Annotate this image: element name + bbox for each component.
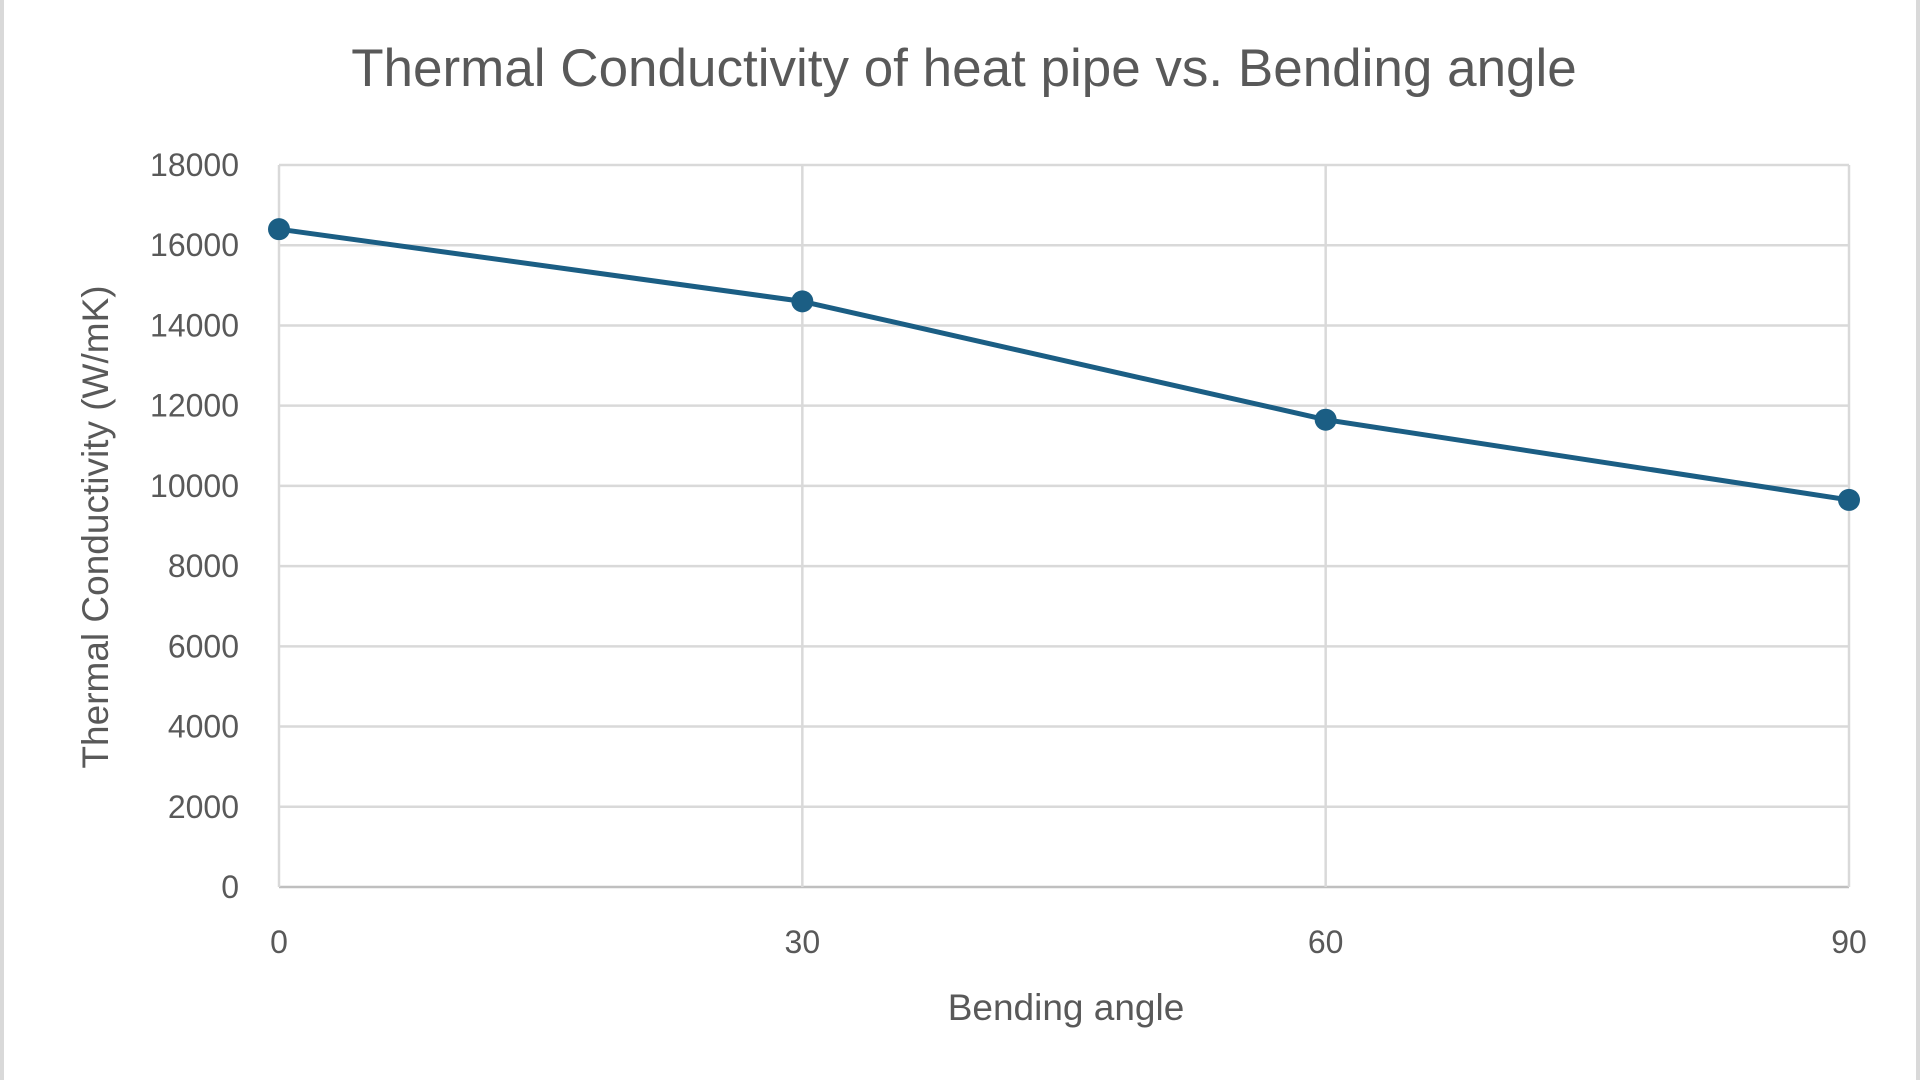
x-tick-label: 30: [785, 924, 821, 960]
chart-title: Thermal Conductivity of heat pipe vs. Be…: [351, 39, 1577, 98]
x-tick-label: 0: [270, 924, 288, 960]
y-tick-label: 0: [221, 869, 239, 905]
data-point[interactable]: [1838, 488, 1860, 511]
y-tick-label: 14000: [150, 307, 239, 343]
y-tick-label: 6000: [168, 628, 239, 664]
x-axis-ticks: 0 30 60 90: [270, 924, 1867, 960]
y-tick-label: 18000: [150, 147, 239, 183]
y-tick-label: 10000: [150, 468, 239, 504]
x-tick-label: 90: [1831, 924, 1867, 960]
series-line: [276, 226, 1852, 503]
y-axis-ticks: 0 2000 4000 6000 8000 10000 12000 14000 16000 180…: [150, 147, 239, 905]
y-tick-label: 2000: [168, 789, 239, 825]
x-axis-title: Bending angle: [948, 987, 1185, 1028]
series-group: [268, 218, 1860, 511]
y-axis-title: Thermal Conductivity (W/mK): [75, 285, 116, 768]
x-tick-label: 60: [1308, 924, 1344, 960]
data-point[interactable]: [791, 290, 814, 313]
data-point[interactable]: [268, 218, 290, 241]
y-tick-label: 16000: [150, 227, 239, 263]
y-tick-label: 8000: [168, 548, 239, 584]
gridlines: [277, 163, 1851, 889]
line-chart: Thermal Conductivity of heat pipe vs. Be…: [75, 39, 1867, 1028]
y-tick-label: 4000: [168, 709, 239, 745]
y-tick-label: 12000: [150, 388, 239, 424]
data-point[interactable]: [1314, 408, 1337, 431]
